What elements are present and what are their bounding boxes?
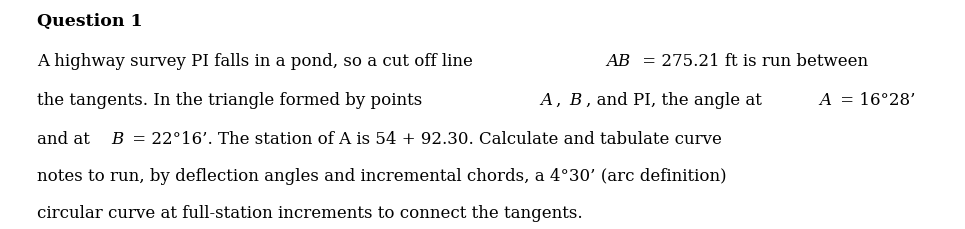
Text: ,: , [556, 91, 566, 108]
Text: A: A [540, 91, 553, 108]
Text: A: A [819, 91, 831, 108]
Text: the tangents. In the triangle formed by points: the tangents. In the triangle formed by … [37, 91, 427, 108]
Text: B: B [112, 131, 124, 147]
Text: = 16°28’: = 16°28’ [835, 91, 915, 108]
Text: = 275.21 ft is run between: = 275.21 ft is run between [637, 52, 868, 69]
Text: notes to run, by deflection angles and incremental chords, a 4°30’ (arc definiti: notes to run, by deflection angles and i… [37, 168, 727, 185]
Text: , and PI, the angle at: , and PI, the angle at [586, 91, 766, 108]
Text: A highway survey PI falls in a pond, so a cut off line: A highway survey PI falls in a pond, so … [37, 52, 478, 69]
Text: AB: AB [606, 52, 630, 69]
Text: and at: and at [37, 131, 95, 147]
Text: = 22°16’. The station of A is 54 + 92.30. Calculate and tabulate curve: = 22°16’. The station of A is 54 + 92.30… [127, 131, 723, 147]
Text: Question 1: Question 1 [37, 13, 142, 30]
Text: B: B [569, 91, 582, 108]
Text: circular curve at full-station increments to connect the tangents.: circular curve at full-station increment… [37, 204, 582, 221]
